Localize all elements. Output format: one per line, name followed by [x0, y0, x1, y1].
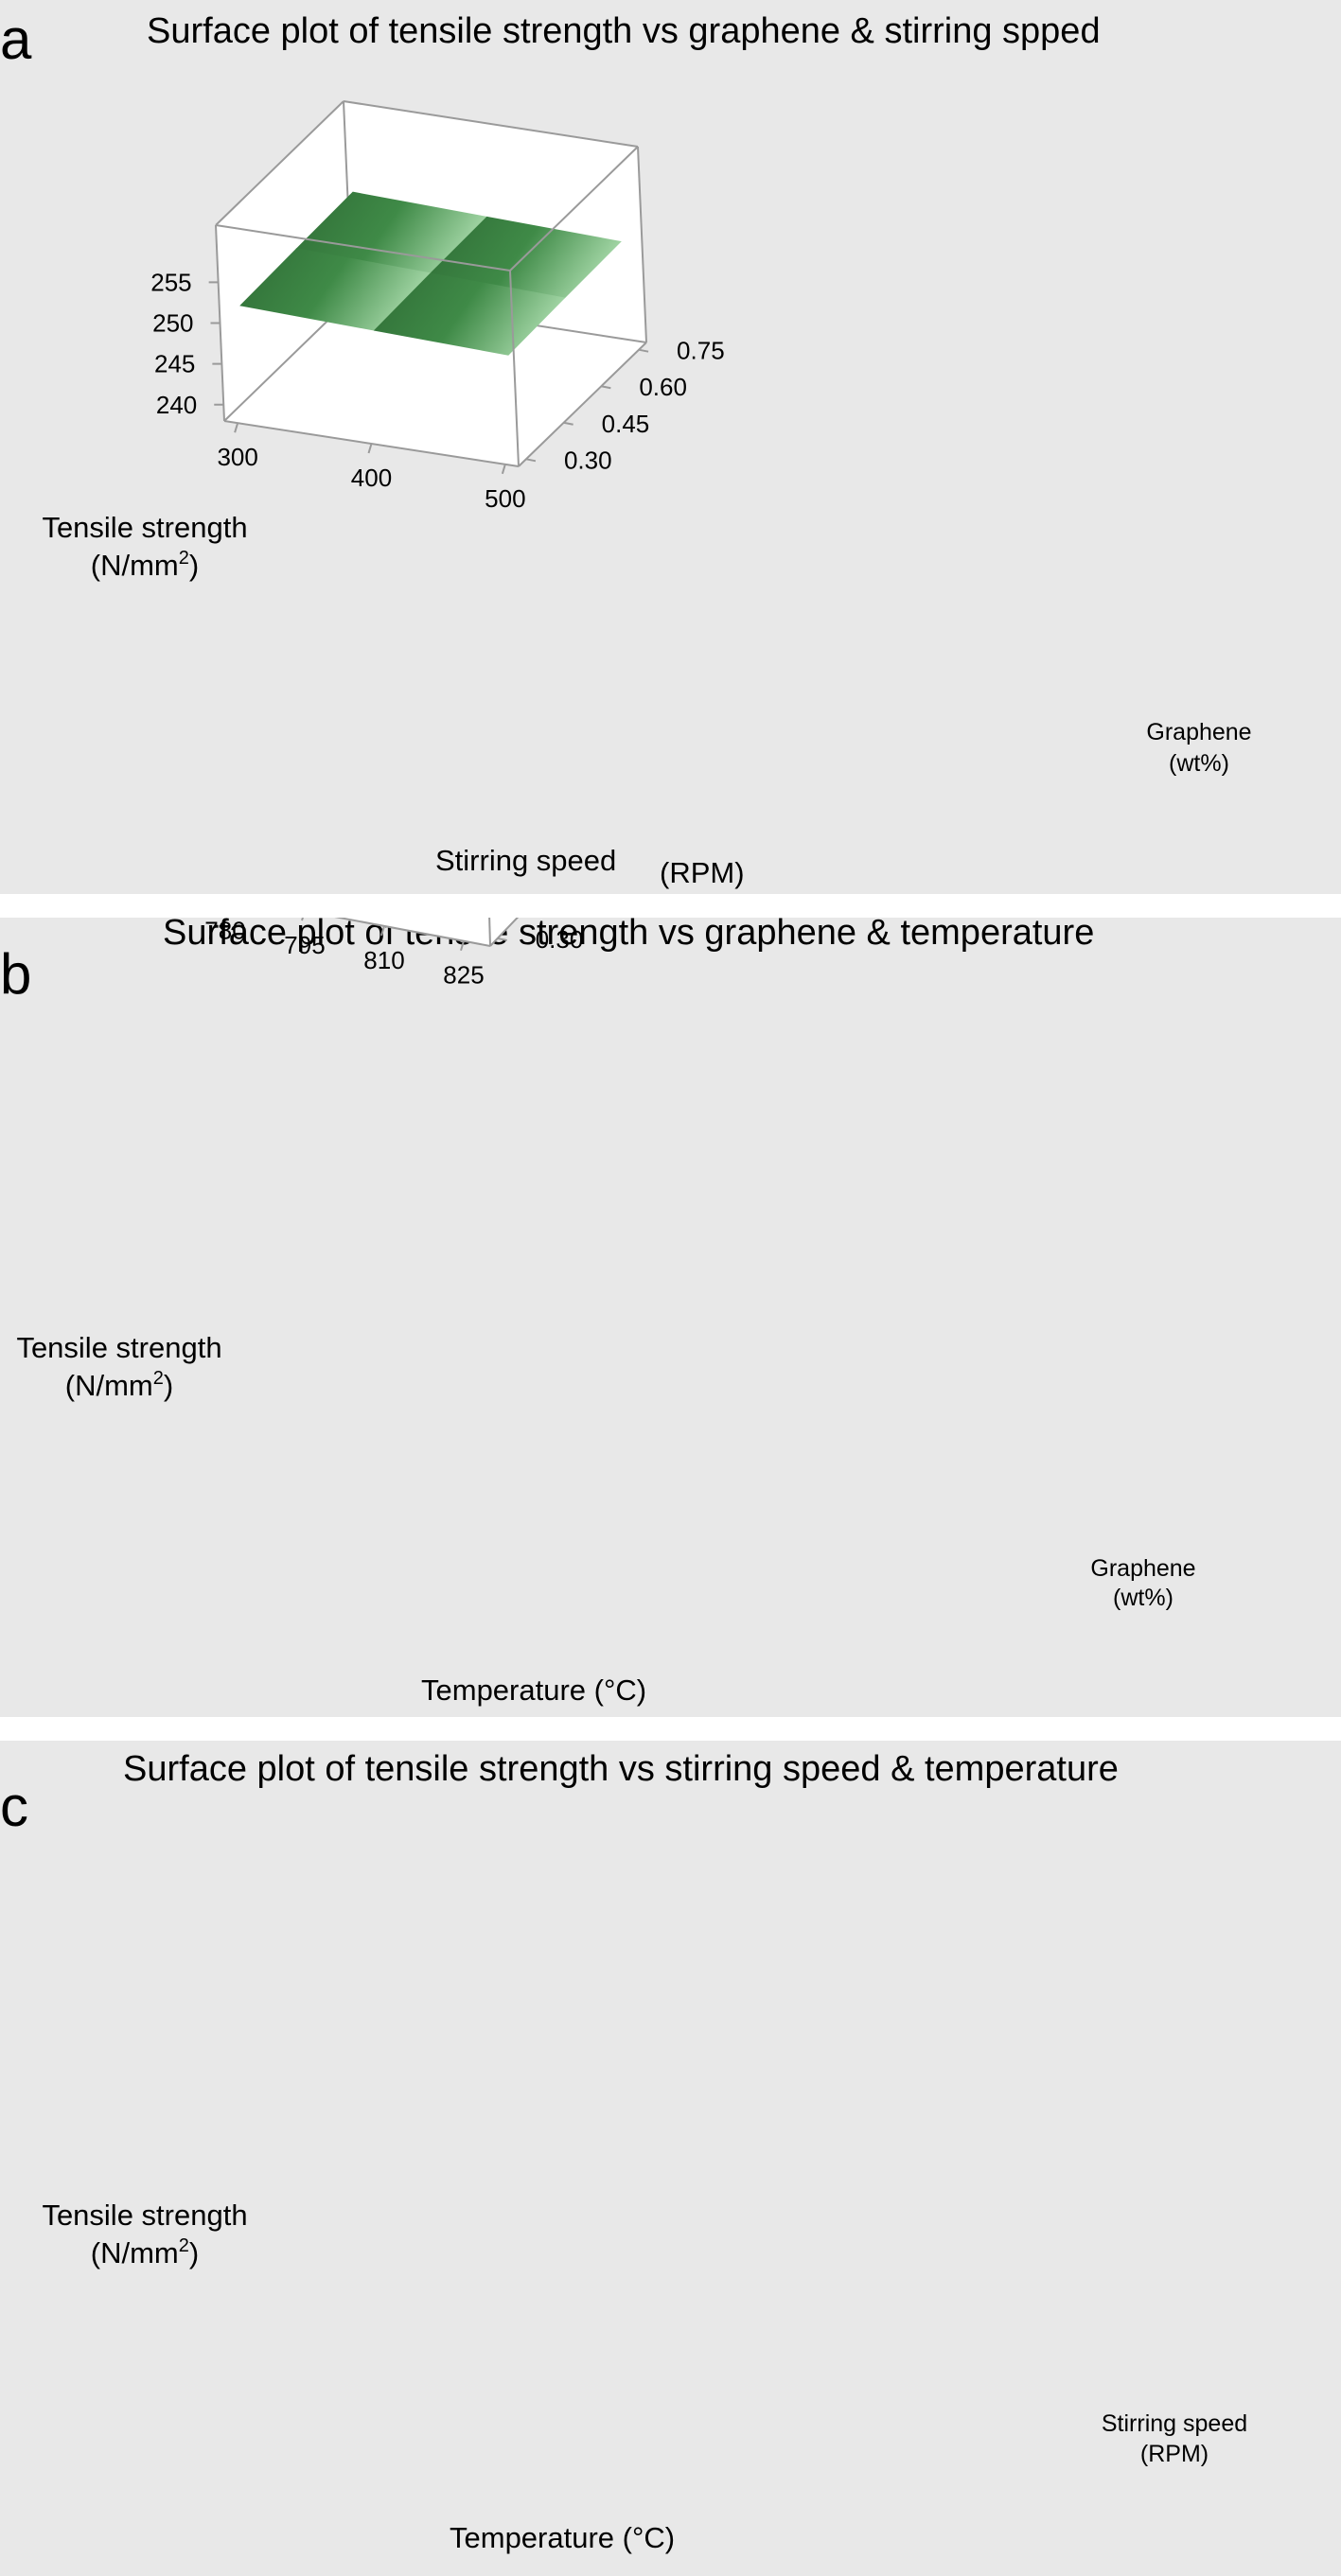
chart-title-c: Surface plot of tensile strength vs stir…: [123, 1749, 1119, 1789]
panel-letter-b: b: [0, 942, 31, 1006]
x-tick-mark: [301, 918, 304, 921]
y-axis-label-a: Graphene: [1146, 719, 1251, 745]
x-axis-unit-a: (RPM): [660, 856, 745, 889]
box-floor: [339, 918, 518, 946]
x-tick-label: 780: [204, 918, 245, 944]
y-tick-mark: [563, 421, 573, 426]
panel-letter-c: c: [0, 1775, 28, 1838]
z-axis-unit-b: (N/mm2): [65, 1368, 173, 1402]
surface-plot-b: b Surface plot of tensile strength vs gr…: [0, 918, 1196, 1707]
chart-title-b: Surface plot of tensile strength vs grap…: [163, 918, 1094, 953]
y-tick-label: 0.30: [564, 446, 612, 474]
z-tick-label: 245: [154, 350, 195, 378]
z-axis-label-a: Tensile strength: [42, 511, 247, 544]
y-axis-unit-c: (RPM): [1140, 2441, 1209, 2467]
panel-letter-a: a: [0, 8, 32, 71]
box-edge: [215, 224, 511, 272]
x-tick-mark: [460, 940, 465, 952]
surface-plot-c: c Surface plot of tensile strength vs st…: [0, 1749, 1247, 2554]
y-tick-mark: [638, 348, 649, 353]
box-edge: [334, 918, 491, 947]
x-tick-mark: [234, 422, 239, 433]
x-axis-label-c: Temperature (°C): [450, 2521, 675, 2554]
x-tick-label: 825: [443, 961, 484, 990]
box-floor: [224, 297, 646, 466]
y-tick-mark: [601, 385, 611, 390]
x-tick-mark: [367, 443, 373, 454]
y-tick-label: 0.30: [536, 925, 584, 954]
box-edge: [343, 100, 639, 148]
y-tick-label: 0.75: [677, 337, 725, 365]
x-tick-mark: [380, 925, 385, 937]
x-tick-label: 300: [217, 443, 257, 471]
box-edge: [637, 146, 647, 343]
panel-b: b Surface plot of tensile strength vs gr…: [0, 918, 1341, 1717]
z-axis-label-c: Tensile strength: [42, 2199, 247, 2232]
x-tick-label: 810: [363, 946, 404, 974]
x-tick-label: 500: [485, 484, 525, 513]
chart-title-a: Surface plot of tensile strength vs grap…: [147, 11, 1101, 51]
box-edge: [518, 342, 647, 467]
z-tick-label: 250: [152, 309, 193, 338]
x-tick-label: 400: [351, 464, 392, 492]
box-edge: [509, 270, 520, 467]
z-axis-label-b: Tensile strength: [16, 1331, 221, 1364]
y-tick-label: 0.60: [639, 373, 687, 401]
z-tick-label: 240: [156, 391, 197, 419]
z-axis-unit-a: (N/mm2): [91, 548, 199, 582]
y-axis-unit-b: (wt%): [1113, 1585, 1173, 1611]
z-axis-unit-c: (N/mm2): [91, 2235, 199, 2269]
surface-plot-a: a Surface plot of tensile strength vs gr…: [0, 8, 1252, 889]
x-tick-label: 795: [284, 931, 325, 959]
y-axis-unit-a: (wt%): [1169, 750, 1229, 777]
y-tick-mark: [497, 937, 507, 941]
box-edge: [215, 100, 344, 226]
box-edge: [489, 918, 520, 947]
panel-c: c Surface plot of tensile strength vs st…: [0, 1741, 1341, 2576]
surface-patch: [373, 272, 566, 356]
panel-a: a Surface plot of tensile strength vs gr…: [0, 0, 1341, 894]
y-axis-label-c: Stirring speed: [1102, 2410, 1247, 2437]
x-tick-mark: [501, 464, 506, 475]
y-axis-label-b: Graphene: [1090, 1555, 1195, 1582]
x-axis-label-a: Stirring speed: [435, 844, 616, 877]
y-tick-label: 0.45: [602, 410, 650, 438]
x-axis-label-b: Temperature (°C): [421, 1674, 646, 1707]
box-edge: [509, 146, 639, 272]
y-tick-mark: [525, 458, 537, 463]
z-tick-label: 255: [150, 268, 191, 296]
